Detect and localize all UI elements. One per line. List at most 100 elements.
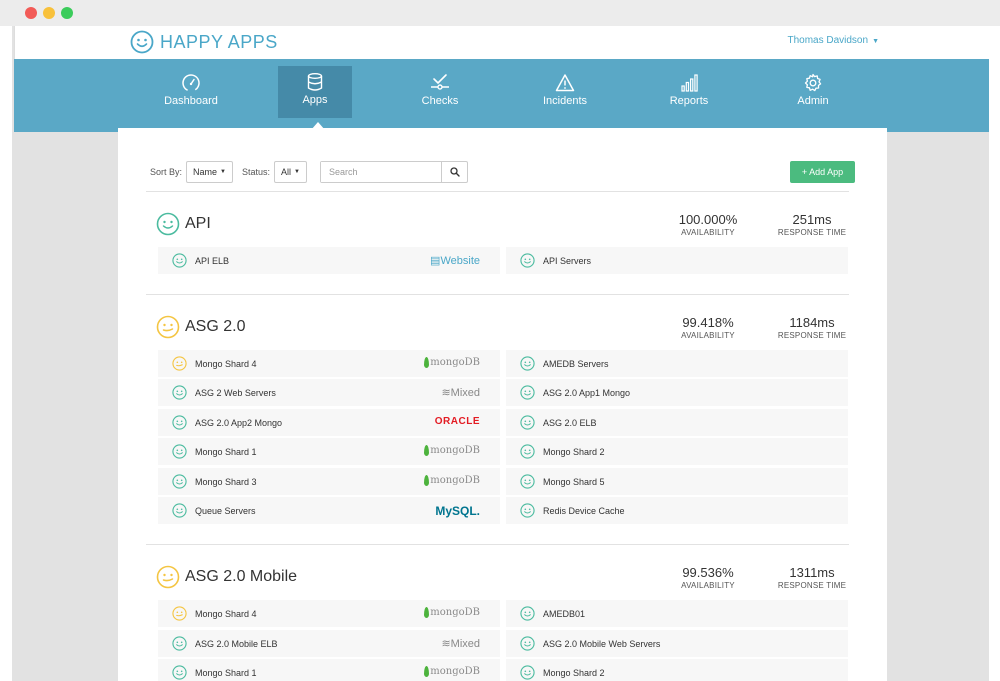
chevron-down-icon: ▼: [872, 38, 879, 45]
app-group-title[interactable]: ASG 2.0: [156, 315, 245, 339]
nav-dashboard[interactable]: Dashboard: [154, 67, 228, 119]
check-card[interactable]: API Servers: [506, 247, 848, 274]
response-time-metric: 1311ms RESPONSE TIME: [768, 565, 856, 590]
tag-label: Website: [440, 255, 480, 267]
nav-admin[interactable]: Admin: [776, 67, 850, 119]
check-card[interactable]: Mongo Shard 4 mongoDB: [158, 600, 500, 627]
mongodb-tag: mongoDB: [424, 666, 480, 677]
check-card[interactable]: ASG 2 Web Servers ≋Mixed: [158, 379, 500, 406]
check-name: Mongo Shard 4: [195, 608, 257, 619]
app-group-title[interactable]: ASG 2.0 Mobile: [156, 565, 297, 589]
check-name: Mongo Shard 3: [195, 476, 257, 487]
search-icon: [449, 167, 460, 177]
check-card[interactable]: Mongo Shard 1 mongoDB: [158, 659, 500, 681]
mongodb-leaf-icon: [424, 607, 430, 618]
mongodb-leaf-icon: [424, 445, 430, 456]
nav-checks[interactable]: Checks: [403, 67, 477, 119]
nav-incidents-label: Incidents: [542, 95, 588, 107]
check-card[interactable]: ASG 2.0 App1 Mongo: [506, 379, 848, 406]
check-card[interactable]: Redis Device Cache: [506, 497, 848, 524]
main-nav: Dashboard Apps Checks Incidents: [14, 59, 989, 132]
close-window-button[interactable]: [25, 7, 37, 19]
status-select[interactable]: All ▼: [274, 161, 307, 183]
nav-apps[interactable]: Apps: [278, 66, 352, 118]
app-group-name: API: [185, 215, 211, 232]
nav-reports[interactable]: Reports: [652, 67, 726, 119]
availability-value: 99.418%: [682, 315, 734, 330]
tag-label: Mixed: [450, 387, 480, 399]
mongodb-tag: mongoDB: [424, 607, 480, 618]
check-card[interactable]: Mongo Shard 1 mongoDB: [158, 438, 500, 465]
response-time-caption: RESPONSE TIME: [777, 228, 847, 237]
search-box: [320, 161, 468, 183]
checks-icon: [431, 74, 449, 90]
check-name: ASG 2 Web Servers: [195, 387, 276, 398]
nav-admin-label: Admin: [797, 95, 829, 107]
check-card[interactable]: Mongo Shard 2: [506, 659, 848, 681]
check-card[interactable]: ASG 2.0 ELB: [506, 409, 848, 436]
check-card[interactable]: Queue Servers MySQL.: [158, 497, 500, 524]
app-group-title[interactable]: API: [156, 212, 211, 236]
maximize-window-button[interactable]: [61, 7, 73, 19]
filter-toolbar: Sort By: Name ▼ Status: All ▼: [150, 161, 307, 183]
check-card[interactable]: AMEDB01: [506, 600, 848, 627]
happy-face-icon: [520, 253, 535, 268]
check-card[interactable]: AMEDB Servers: [506, 350, 848, 377]
search-input[interactable]: [321, 162, 441, 182]
website-icon: ▤: [430, 255, 441, 267]
check-name: Mongo Shard 5: [543, 476, 605, 487]
response-time-value: 1311ms: [789, 565, 835, 580]
check-card[interactable]: Mongo Shard 5: [506, 468, 848, 495]
add-app-button[interactable]: + Add App: [790, 161, 855, 183]
check-card[interactable]: API ELB ▤Website: [158, 247, 500, 274]
app-group-name: ASG 2.0 Mobile: [185, 568, 298, 585]
response-time-value: 1184ms: [789, 315, 835, 330]
check-card[interactable]: ASG 2.0 Mobile Web Servers: [506, 630, 848, 657]
check-name: Mongo Shard 1: [195, 667, 257, 678]
check-name: ASG 2.0 ELB: [543, 417, 597, 428]
minimize-window-button[interactable]: [43, 7, 55, 19]
check-name: Mongo Shard 2: [543, 446, 605, 457]
divider: [146, 191, 849, 192]
oracle-tag: ORACLE: [434, 416, 480, 427]
availability-value: 100.000%: [678, 212, 738, 227]
mongodb-tag: mongoDB: [424, 357, 480, 368]
availability-value: 99.536%: [682, 565, 734, 580]
check-card[interactable]: Mongo Shard 4 mongoDB: [158, 350, 500, 377]
happy-face-icon: [520, 474, 535, 489]
sort-label: Sort By:: [150, 167, 183, 177]
layers-icon: ≋: [441, 387, 451, 399]
availability-metric: 99.536% AVAILABILITY: [666, 565, 750, 590]
check-name: API Servers: [543, 255, 592, 266]
database-icon: [307, 73, 323, 91]
sort-select[interactable]: Name ▼: [186, 161, 233, 183]
check-card[interactable]: Mongo Shard 2: [506, 438, 848, 465]
gear-icon: [804, 73, 822, 92]
check-card[interactable]: ASG 2.0 App2 Mongo ORACLE: [158, 409, 500, 436]
mixed-tag: ≋Mixed: [441, 637, 480, 650]
divider: [146, 544, 849, 545]
neutral-face-icon: [172, 606, 187, 621]
nav-incidents[interactable]: Incidents: [528, 67, 602, 119]
availability-metric: 99.418% AVAILABILITY: [666, 315, 750, 340]
neutral-face-icon: [156, 315, 180, 339]
app-logo[interactable]: HAPPY APPS: [130, 30, 278, 54]
status-value: All: [281, 167, 292, 177]
mongodb-tag: mongoDB: [424, 475, 480, 486]
tag-label: mongoDB: [430, 357, 480, 368]
check-name: ASG 2.0 Mobile Web Servers: [543, 638, 661, 649]
search-button[interactable]: [441, 162, 467, 182]
check-card[interactable]: Mongo Shard 3 mongoDB: [158, 468, 500, 495]
happy-face-icon: [520, 636, 535, 651]
layers-icon: ≋: [441, 638, 451, 650]
check-card[interactable]: ASG 2.0 Mobile ELB ≋Mixed: [158, 630, 500, 657]
app-name: HAPPY APPS: [160, 31, 278, 52]
happy-face-icon: [520, 356, 535, 371]
user-menu[interactable]: Thomas Davidson ▼: [787, 35, 879, 46]
happy-face-icon: [172, 253, 187, 268]
response-time-caption: RESPONSE TIME: [777, 581, 847, 590]
response-time-caption: RESPONSE TIME: [777, 331, 847, 340]
window-titlebar: [0, 0, 1000, 26]
tag-label: mongoDB: [430, 475, 480, 486]
happy-face-icon: [172, 385, 187, 400]
